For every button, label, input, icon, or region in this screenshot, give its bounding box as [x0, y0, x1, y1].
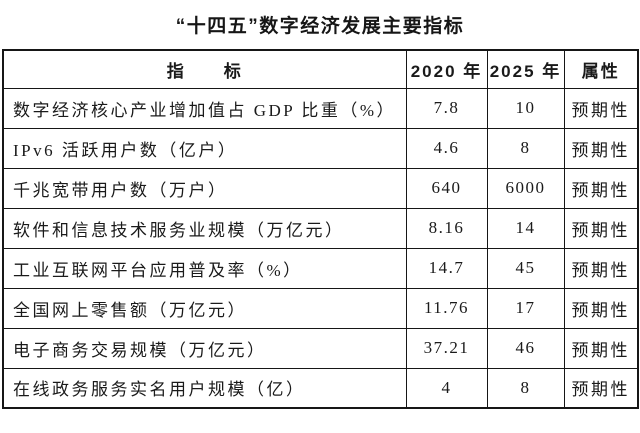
attribute-cell: 预期性	[563, 247, 639, 289]
header-2020: 2020 年	[405, 49, 488, 89]
value-2020-cell: 4.6	[405, 127, 488, 169]
value-2020-cell: 37.21	[405, 327, 488, 369]
attribute-cell: 预期性	[563, 327, 639, 369]
table-row: IPv6 活跃用户数（亿户） 4.6 8 预期性	[2, 127, 639, 169]
value-2025-cell: 8	[486, 127, 565, 169]
table-row: 全国网上零售额（万亿元） 11.76 17 预期性	[2, 287, 639, 329]
value-2020-cell: 11.76	[405, 287, 488, 329]
indicator-cell: 电子商务交易规模（万亿元）	[2, 327, 407, 369]
attribute-cell: 预期性	[563, 127, 639, 169]
attribute-cell: 预期性	[563, 207, 639, 249]
indicator-cell: 全国网上零售额（万亿元）	[2, 287, 407, 329]
table-row: 电子商务交易规模（万亿元） 37.21 46 预期性	[2, 327, 639, 369]
value-2025-cell: 6000	[486, 167, 565, 209]
table-row: 数字经济核心产业增加值占 GDP 比重（%） 7.8 10 预期性	[2, 87, 639, 129]
page-title: “十四五”数字经济发展主要指标	[175, 16, 465, 37]
header-indicator: 指 标	[2, 49, 407, 89]
value-2020-cell: 640	[405, 167, 488, 209]
table-header-row: 指 标 2020 年 2025 年 属性	[2, 49, 639, 89]
value-2025-cell: 46	[486, 327, 565, 369]
indicator-cell: 工业互联网平台应用普及率（%）	[2, 247, 407, 289]
indicator-cell: IPv6 活跃用户数（亿户）	[2, 127, 407, 169]
indicators-table: 指 标 2020 年 2025 年 属性 数字经济核心产业增加值占 GDP 比重…	[2, 49, 639, 409]
value-2025-cell: 45	[486, 247, 565, 289]
value-2020-cell: 4	[405, 367, 488, 409]
indicator-cell: 数字经济核心产业增加值占 GDP 比重（%）	[2, 87, 407, 129]
value-2020-cell: 14.7	[405, 247, 488, 289]
value-2020-cell: 8.16	[405, 207, 488, 249]
attribute-cell: 预期性	[563, 287, 639, 329]
value-2025-cell: 10	[486, 87, 565, 129]
indicator-cell: 千兆宽带用户数（万户）	[2, 167, 407, 209]
attribute-cell: 预期性	[563, 367, 639, 409]
attribute-cell: 预期性	[563, 167, 639, 209]
table-row: 软件和信息技术服务业规模（万亿元） 8.16 14 预期性	[2, 207, 639, 249]
indicator-cell: 在线政务服务实名用户规模（亿）	[2, 367, 407, 409]
table-row: 千兆宽带用户数（万户） 640 6000 预期性	[2, 167, 639, 209]
table-row: 工业互联网平台应用普及率（%） 14.7 45 预期性	[2, 247, 639, 289]
value-2025-cell: 8	[486, 367, 565, 409]
attribute-cell: 预期性	[563, 87, 639, 129]
header-2025: 2025 年	[486, 49, 565, 89]
indicator-cell: 软件和信息技术服务业规模（万亿元）	[2, 207, 407, 249]
header-attribute: 属性	[563, 49, 639, 89]
table-row: 在线政务服务实名用户规模（亿） 4 8 预期性	[2, 367, 639, 409]
value-2025-cell: 17	[486, 287, 565, 329]
value-2020-cell: 7.8	[405, 87, 488, 129]
value-2025-cell: 14	[486, 207, 565, 249]
title-bar: “十四五”数字经济发展主要指标	[0, 0, 640, 49]
